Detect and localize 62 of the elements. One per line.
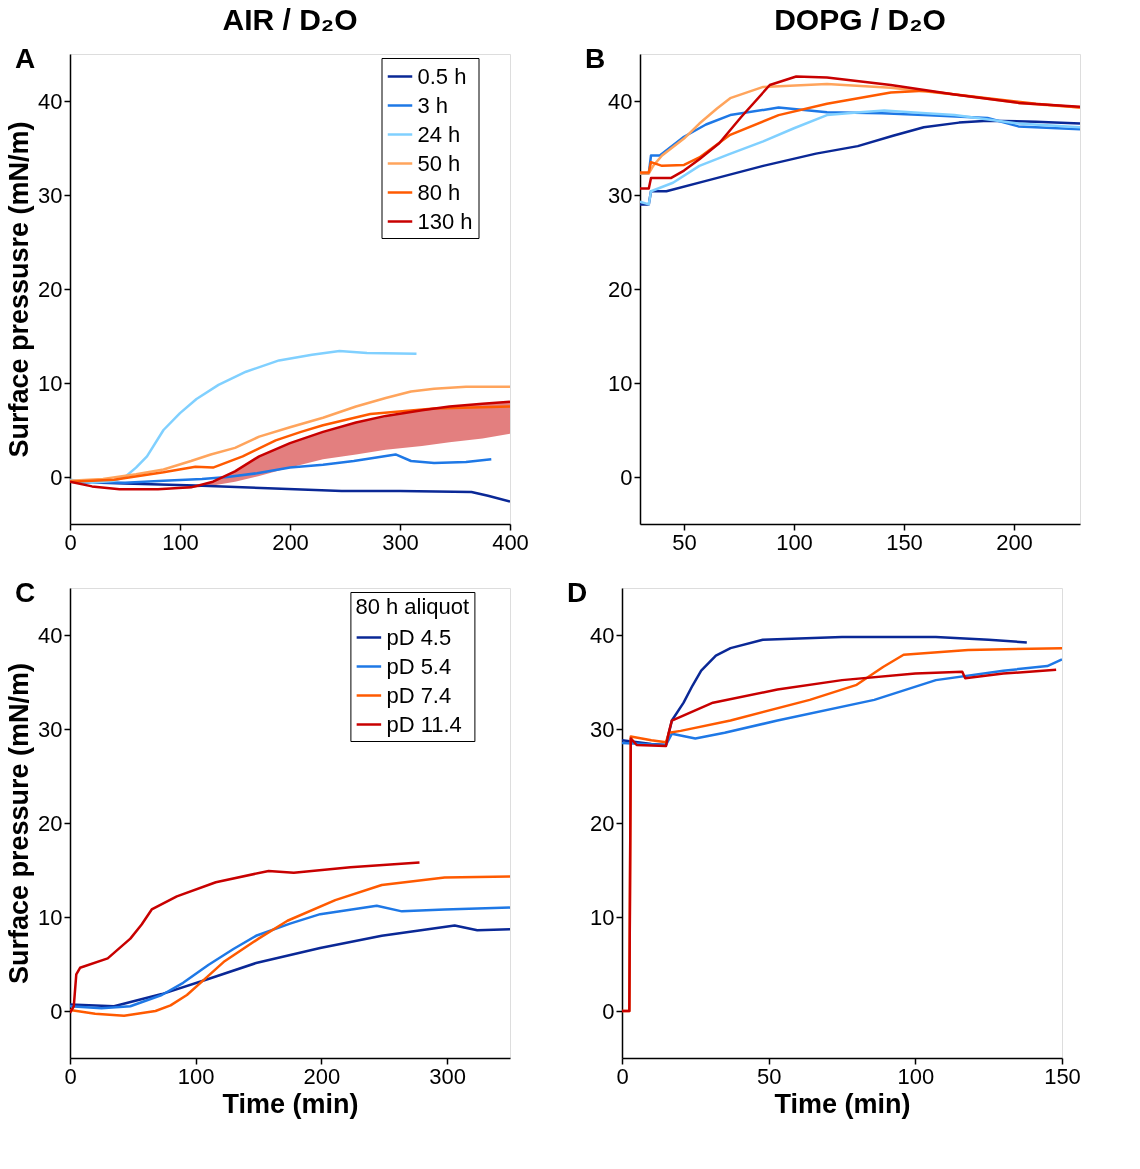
y-axis-title: Surface pressusre (mN/m) — [4, 121, 35, 458]
text: D — [566, 577, 588, 608]
x-tick-label: 100 — [162, 529, 199, 555]
y-tick-label: 40 — [590, 622, 615, 648]
y-tick-label: 20 — [590, 810, 615, 836]
chart-title: DOPG / D₂O — [774, 3, 946, 36]
text: B — [584, 43, 606, 74]
line-series — [70, 924, 510, 1008]
y-tick-label: 0 — [50, 998, 63, 1024]
y-tick-label: 30 — [38, 716, 63, 742]
y-tick-label: 10 — [38, 904, 63, 930]
legend-label: pD 5.4 — [386, 653, 452, 679]
x-tick-label: 200 — [272, 529, 309, 555]
y-tick-label: 40 — [38, 88, 63, 114]
line-series — [70, 385, 510, 483]
y-tick-label: 40 — [38, 622, 63, 648]
y-axis-title: Surface pressure (mN/m) — [4, 662, 35, 985]
x-tick-label: 100 — [897, 1063, 935, 1089]
x-tick-label: 50 — [672, 529, 697, 555]
y-tick-label: 20 — [38, 810, 63, 836]
line-series — [70, 861, 421, 1015]
line-series — [622, 658, 1062, 747]
y-tick-label: 0 — [620, 464, 633, 490]
y-tick-label: 0 — [602, 998, 615, 1024]
legend-label: pD 11.4 — [386, 711, 462, 737]
x-tick-label: 300 — [382, 529, 419, 555]
y-tick-label: 20 — [608, 276, 633, 302]
legend-title: 80 h aliquot — [355, 594, 470, 619]
line-series — [70, 904, 510, 1010]
y-tick-label: 40 — [608, 88, 633, 114]
x-tick-label: 300 — [429, 1063, 466, 1089]
text: A — [14, 43, 36, 74]
x-tick-label: 100 — [776, 529, 813, 555]
y-tick-label: 10 — [38, 370, 63, 396]
legend-label: 24 h — [417, 121, 461, 147]
legend-label: pD 7.4 — [386, 682, 452, 708]
y-tick-label: 30 — [590, 716, 615, 742]
chart-title: AIR / D₂O — [222, 3, 358, 36]
x-tick-label: 150 — [1044, 1063, 1081, 1089]
legend-label: 3 h — [417, 92, 449, 118]
text: C — [14, 577, 36, 608]
legend-label: 130 h — [417, 208, 473, 234]
y-tick-label: 30 — [38, 182, 63, 208]
x-tick-label: 50 — [756, 1063, 782, 1089]
y-tick-label: 10 — [608, 370, 633, 396]
x-axis-title: Time (min) — [222, 1088, 359, 1119]
legend-label: 0.5 h — [417, 63, 467, 89]
y-tick-label: 10 — [590, 904, 615, 930]
x-tick-label: 400 — [492, 529, 529, 555]
x-tick-label: 200 — [996, 529, 1033, 555]
x-tick-label: 200 — [303, 1063, 341, 1089]
legend-label: 50 h — [417, 150, 461, 176]
y-tick-label: 20 — [38, 276, 63, 302]
legend-label: pD 4.5 — [386, 624, 452, 650]
line-series — [640, 75, 1080, 190]
x-tick-label: 150 — [886, 529, 923, 555]
x-axis-title: Time (min) — [774, 1088, 911, 1119]
line-series — [70, 875, 510, 1017]
y-tick-label: 30 — [608, 182, 633, 208]
x-tick-label: 100 — [177, 1063, 215, 1089]
legend-label: 80 h — [417, 179, 461, 205]
y-tick-label: 0 — [50, 464, 63, 490]
